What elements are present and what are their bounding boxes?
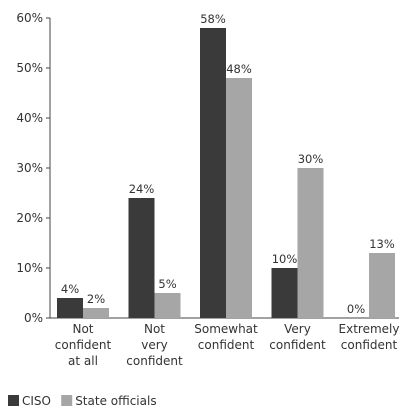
y-tick-label: 40% xyxy=(16,111,43,125)
bar-state-officials xyxy=(297,168,324,318)
y-tick-label: 10% xyxy=(16,261,43,275)
category-label-line: confident xyxy=(55,338,112,352)
bar-state-officials xyxy=(83,308,109,318)
legend-label: State officials xyxy=(75,394,156,408)
category-label-line: very xyxy=(141,338,168,352)
bar-ciso xyxy=(57,298,83,318)
legend: CISO State officials xyxy=(8,394,157,408)
category-label-line: Somewhat xyxy=(194,322,258,336)
bar-state-officials xyxy=(154,293,181,318)
category-label-line: confident xyxy=(126,354,183,368)
category-label-line: Not xyxy=(72,322,93,336)
bar-ciso xyxy=(128,198,155,318)
category-label-line: Very xyxy=(284,322,311,336)
category-label-line: confident xyxy=(341,338,398,352)
data-label: 13% xyxy=(369,237,395,251)
data-label: 30% xyxy=(298,152,324,166)
category-label: Somewhat confident xyxy=(194,322,258,352)
category-label: Not very confident xyxy=(126,322,183,368)
category-label: Very confident xyxy=(269,322,326,352)
data-label: 2% xyxy=(87,292,105,306)
data-label: 58% xyxy=(200,12,226,26)
data-label: 10% xyxy=(272,252,298,266)
category-label-line: Extremely xyxy=(339,322,400,336)
y-tick-label: 0% xyxy=(24,311,43,325)
legend-swatch xyxy=(8,395,19,406)
category-label-line: at all xyxy=(68,354,98,368)
bars xyxy=(57,28,395,318)
bar-state-officials xyxy=(226,78,252,318)
bar-state-officials xyxy=(369,253,395,318)
y-tick-label: 20% xyxy=(16,211,43,225)
y-tick-label: 50% xyxy=(16,61,43,75)
legend-swatch xyxy=(61,395,73,406)
category-label: Extremely confident xyxy=(339,322,400,352)
data-label: 5% xyxy=(158,277,176,291)
bar-ciso xyxy=(200,28,226,318)
data-label: 24% xyxy=(129,182,155,196)
data-label: 0% xyxy=(347,302,365,316)
legend-label: CISO xyxy=(22,394,51,408)
category-label-line: confident xyxy=(269,338,326,352)
data-labels: 4% 2% 24% 5% 58% 48% 10% 30% 0% 13% xyxy=(61,12,395,316)
category-label-line: Not xyxy=(144,322,165,336)
category-label: Not confident at all xyxy=(55,322,112,368)
data-label: 4% xyxy=(61,282,79,296)
y-tick-label: 60% xyxy=(16,11,43,25)
bar-ciso xyxy=(271,268,298,318)
category-label-line: confident xyxy=(198,338,255,352)
data-label: 48% xyxy=(226,62,252,76)
y-tick-label: 30% xyxy=(16,161,43,175)
